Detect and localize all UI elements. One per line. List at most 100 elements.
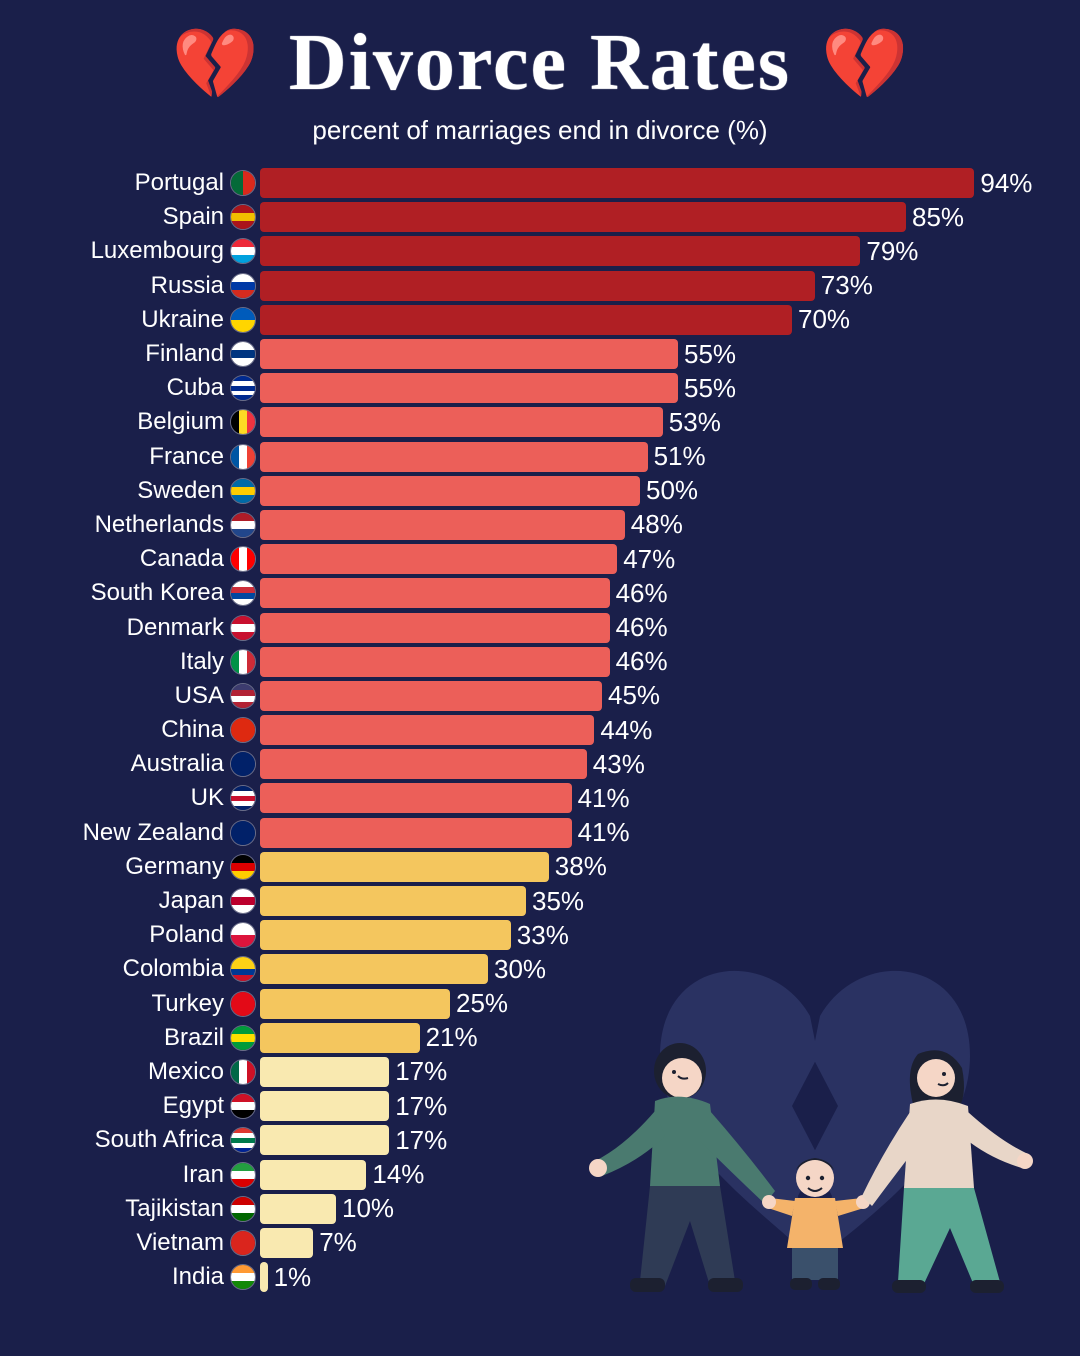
bar [260,271,815,301]
bar [260,1160,366,1190]
value-label: 38% [555,851,607,882]
flag-icon [230,273,256,299]
chart-row: Mexico 17% [40,1055,1040,1089]
country-label: UK [40,784,230,812]
bar [260,1057,389,1087]
country-label: Japan [40,887,230,915]
bar [260,715,594,745]
bar-area: 79% [260,236,1040,267]
country-label: Ukraine [40,306,230,334]
bar-area: 70% [260,304,1040,335]
bar [260,681,602,711]
country-label: Sweden [40,477,230,505]
value-label: 48% [631,509,683,540]
value-label: 43% [593,749,645,780]
flag-icon [230,478,256,504]
country-label: Tajikistan [40,1195,230,1223]
chart-row: South Korea46% [40,576,1040,610]
country-label: Germany [40,853,230,881]
bar-area: 46% [260,578,1040,609]
value-label: 55% [684,373,736,404]
chart-row: Belgium53% [40,405,1040,439]
flag-icon [230,615,256,641]
country-label: Australia [40,750,230,778]
value-label: 50% [646,475,698,506]
flag-icon [230,1264,256,1290]
chart-row: Turkey25% [40,987,1040,1021]
value-label: 45% [608,680,660,711]
bar [260,989,450,1019]
flag-icon [230,409,256,435]
flag-icon [230,922,256,948]
value-label: 47% [623,544,675,575]
bar-area: 21% [260,1022,1040,1053]
value-label: 85% [912,202,964,233]
bar-area: 25% [260,988,1040,1019]
flag-icon [230,820,256,846]
value-label: 41% [578,783,630,814]
flag-icon [230,991,256,1017]
chart-row: Egypt 17% [40,1089,1040,1123]
flag-icon [230,683,256,709]
flag-icon [230,888,256,914]
flag-icon [230,956,256,982]
value-label: 25% [456,988,508,1019]
bar [260,236,860,266]
flag-icon [230,1127,256,1153]
title-row: 💔 Divorce Rates 💔 [0,0,1080,109]
bar [260,578,610,608]
bar-area: 47% [260,544,1040,575]
value-label: 55% [684,339,736,370]
chart-row: Australia 43% [40,747,1040,781]
bar-area: 17% [260,1125,1040,1156]
bar-area: 94% [260,168,1040,199]
bar-area: 50% [260,475,1040,506]
bar [260,1262,268,1292]
flag-icon [230,375,256,401]
chart-row: Ukraine 70% [40,303,1040,337]
value-label: 7% [319,1227,357,1258]
flag-icon [230,854,256,880]
value-label: 35% [532,886,584,917]
bar [260,954,488,984]
country-label: Mexico [40,1058,230,1086]
chart-row: Russia73% [40,269,1040,303]
bar [260,442,648,472]
flag-icon [230,341,256,367]
bar [260,1023,420,1053]
chart-row: Italy46% [40,645,1040,679]
chart-row: Canada47% [40,542,1040,576]
flag-icon [230,307,256,333]
value-label: 79% [866,236,918,267]
flag-icon [230,512,256,538]
chart-row: France51% [40,440,1040,474]
flag-icon [230,717,256,743]
country-label: Egypt [40,1092,230,1120]
value-label: 14% [372,1159,424,1190]
country-label: France [40,443,230,471]
flag-icon [230,170,256,196]
chart-row: Spain85% [40,200,1040,234]
bar-area: 1% [260,1262,1040,1293]
flag-icon [230,1025,256,1051]
chart-row: Poland33% [40,918,1040,952]
bar-area: 45% [260,680,1040,711]
country-label: Portugal [40,169,230,197]
bar-area: 43% [260,749,1040,780]
chart-title: Divorce Rates [289,18,791,109]
bar [260,818,572,848]
chart-row: New Zealand41% [40,816,1040,850]
bar-area: 17% [260,1091,1040,1122]
bar-area: 55% [260,373,1040,404]
flag-icon [230,444,256,470]
bar [260,749,587,779]
bar [260,168,974,198]
country-label: Netherlands [40,511,230,539]
country-label: New Zealand [40,819,230,847]
value-label: 17% [395,1091,447,1122]
chart-row: Netherlands 48% [40,508,1040,542]
flag-icon [230,649,256,675]
value-label: 17% [395,1056,447,1087]
bar [260,476,640,506]
flag-icon [230,1162,256,1188]
